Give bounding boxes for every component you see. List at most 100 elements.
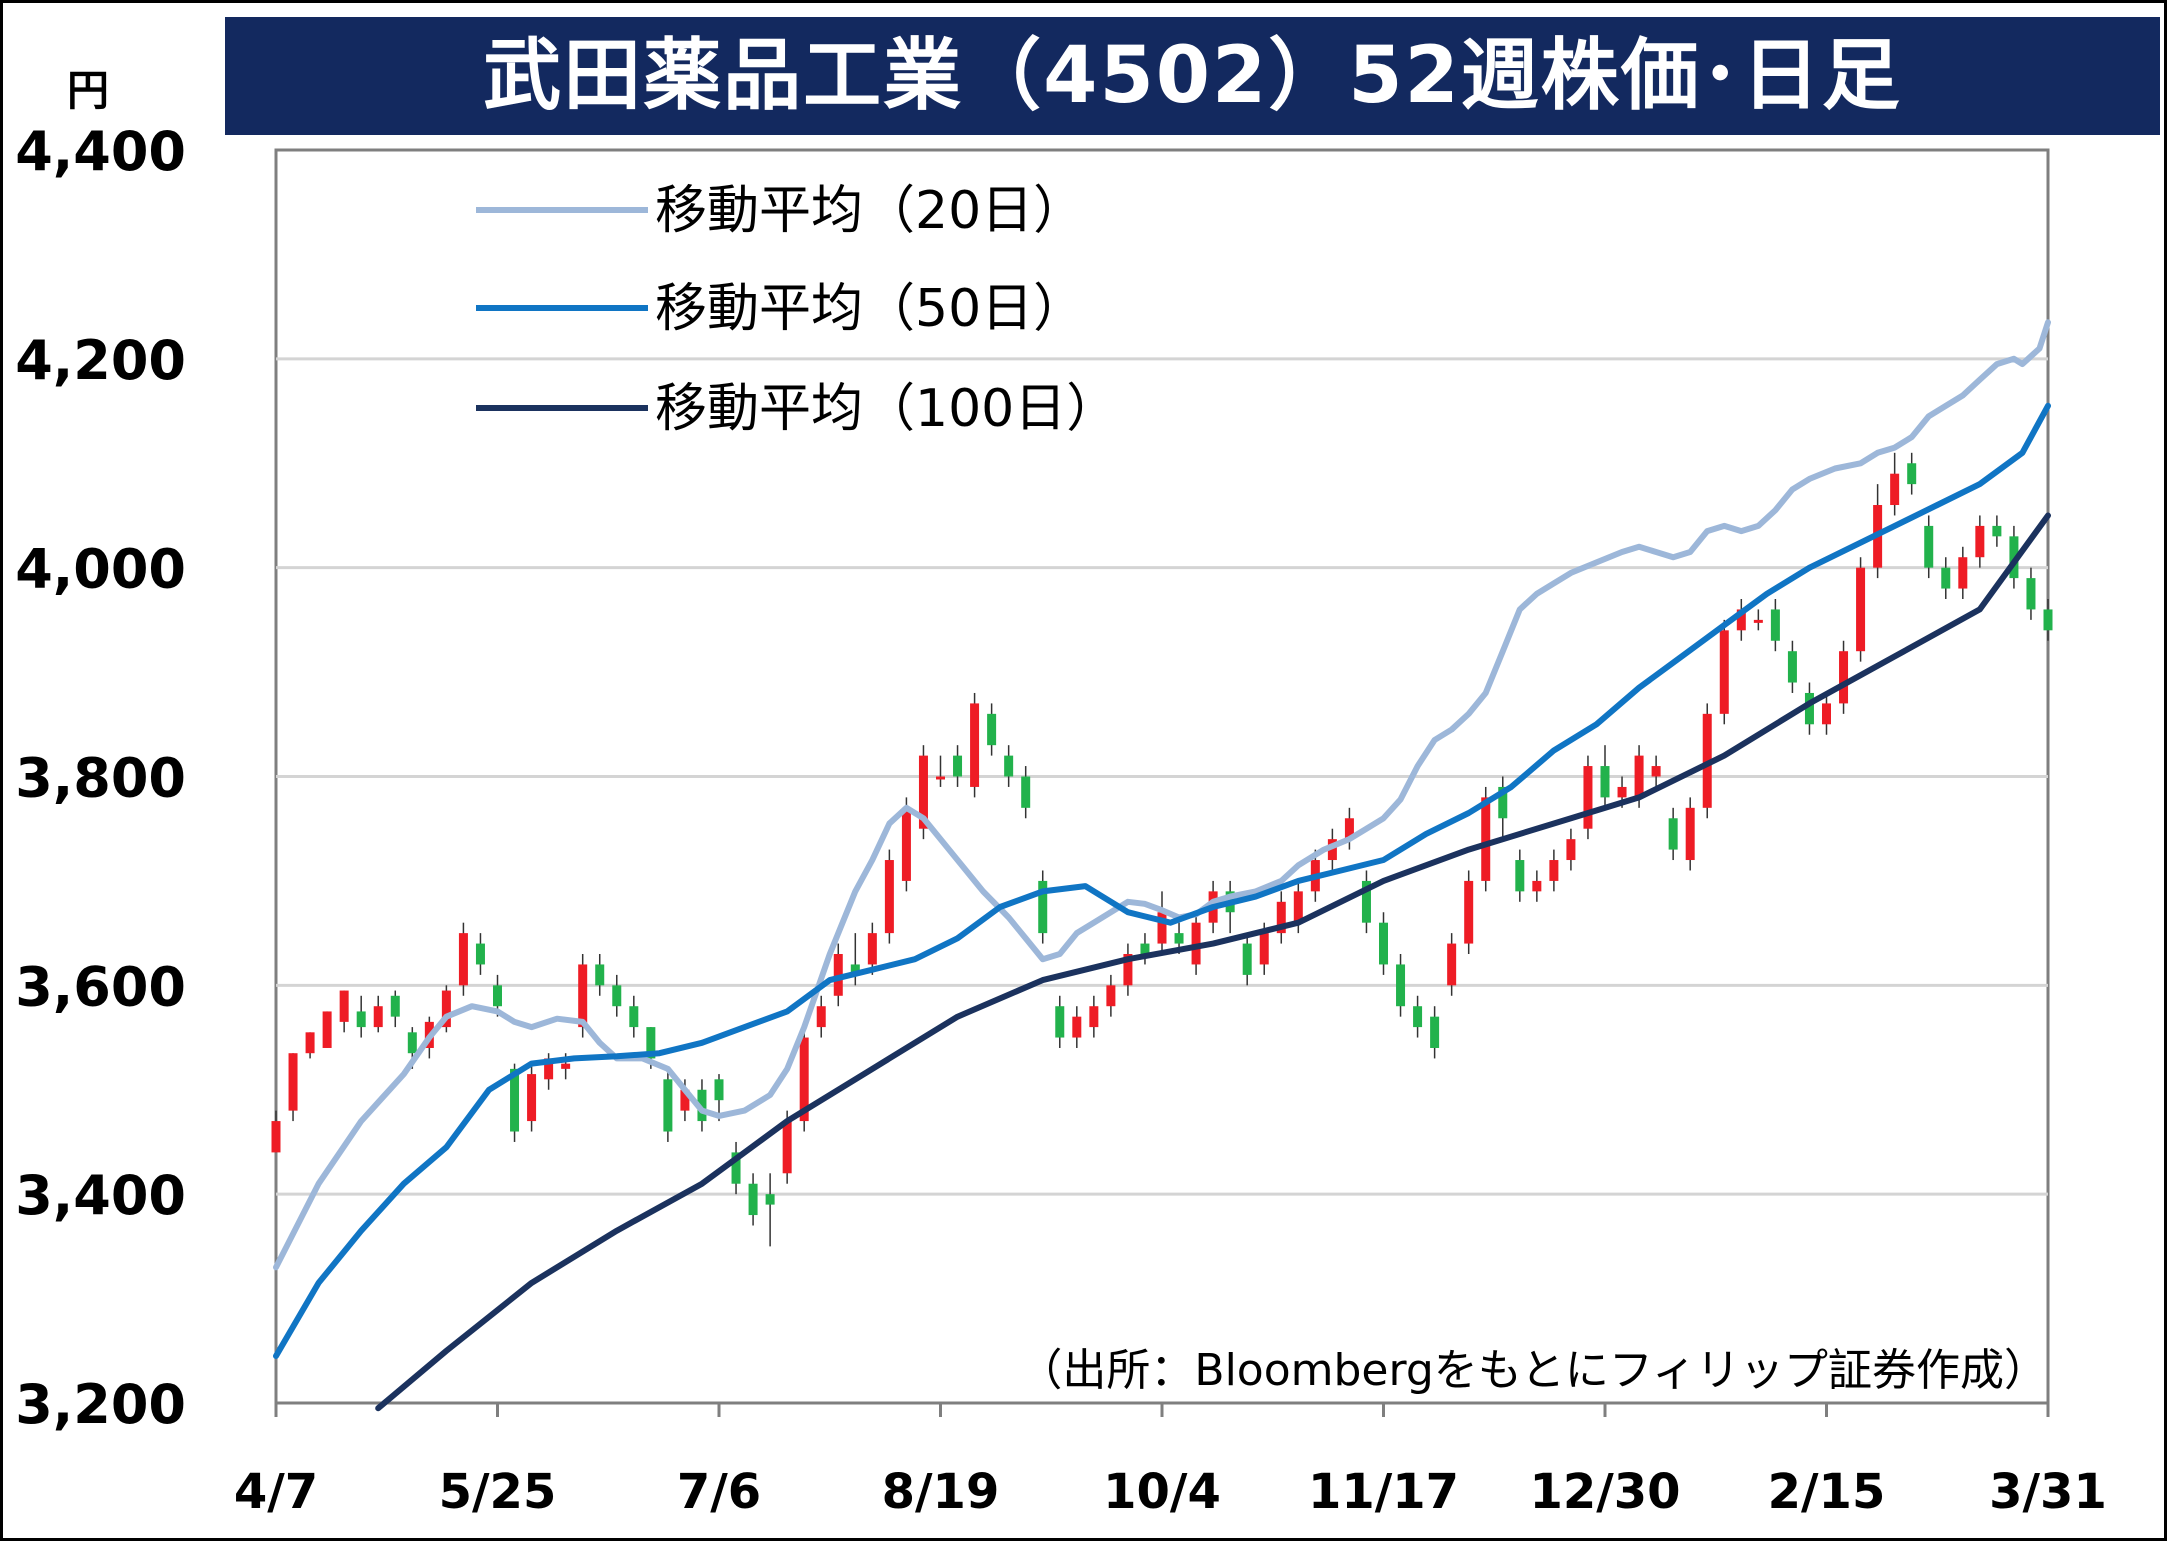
candle-body: [2026, 578, 2036, 610]
candle-body: [612, 985, 622, 1007]
candle-body: [663, 1079, 673, 1132]
candle-body: [1549, 860, 1559, 881]
candle-body: [1072, 1016, 1082, 1038]
candle-body: [816, 1006, 826, 1028]
candle-body: [1327, 839, 1337, 861]
moving-average-lines: [273, 319, 2051, 1412]
candle-body: [1736, 609, 1746, 631]
x-tick-label-4: 10/4: [1103, 1464, 1221, 1520]
candle-body: [1924, 525, 1934, 568]
candle-body: [884, 860, 894, 934]
x-tick-label-3: 8/19: [882, 1464, 1000, 1520]
candle-body: [1276, 901, 1286, 934]
candle-body: [1890, 473, 1900, 506]
candle-body: [373, 1006, 383, 1028]
candle-body: [1515, 860, 1525, 892]
y-tick-label-4400: 4,400: [15, 120, 186, 183]
candle-body: [901, 807, 911, 881]
candle-body: [578, 964, 588, 1028]
candle-body: [1770, 609, 1780, 641]
candle-body: [1413, 1006, 1423, 1028]
candle-body: [305, 1032, 315, 1054]
candle-body: [953, 755, 963, 777]
candle-body: [1140, 943, 1150, 955]
candle-body: [1975, 525, 1985, 558]
candle-body: [1021, 776, 1031, 808]
chart-title-bar: 武田薬品工業（4502）52週株価･日足: [225, 17, 2160, 135]
candle-body: [1651, 766, 1661, 777]
candle-body: [527, 1074, 537, 1122]
candle-body: [390, 995, 400, 1017]
legend-label-ma50: 移動平均（50日）: [655, 279, 1085, 339]
chart-title: 武田薬品工業（4502）52週株価･日足: [483, 31, 1902, 121]
candle-body: [1856, 567, 1866, 652]
candlesticks: [271, 452, 2053, 1247]
candle-body: [646, 1027, 656, 1059]
candle-body: [782, 1121, 792, 1174]
x-tick-label-6: 12/30: [1529, 1464, 1680, 1520]
candle-body: [1941, 567, 1951, 589]
candle-body: [1992, 525, 2002, 537]
candle-body: [918, 755, 928, 829]
candle-body: [1685, 807, 1695, 861]
stock-chart: 3,200 3,400 3,600 3,800 4,000 4,200 4,400 4/7 5…: [15, 120, 2107, 1520]
y-axis-unit: 円: [67, 66, 110, 115]
candle-body: [475, 943, 485, 965]
candle-body: [697, 1089, 707, 1122]
candle-body: [1719, 630, 1729, 714]
candle-body: [271, 1121, 281, 1153]
candle-body: [1430, 1016, 1440, 1048]
ma100-line: [375, 512, 2051, 1412]
candle-body: [1481, 797, 1491, 881]
candle-body: [680, 1089, 690, 1111]
ma50-line: [273, 402, 2051, 1359]
candle-body: [936, 776, 945, 780]
candle-body: [1157, 912, 1167, 944]
y-tick-label-3400: 3,400: [15, 1164, 186, 1227]
y-tick-labels: 3,200 3,400 3,600 3,800 4,000 4,200 4,400: [15, 120, 186, 1436]
candle-body: [1753, 619, 1763, 623]
candle-body: [1361, 880, 1371, 923]
candle-body: [1464, 880, 1474, 944]
x-tick-labels: 4/7 5/25 7/6 8/19 10/4 11/17 12/30 2/15 3/31: [234, 1403, 2107, 1520]
candle-body: [1106, 985, 1116, 1007]
candle-body: [1600, 766, 1610, 798]
candle-body: [1344, 818, 1354, 840]
candle-body: [970, 703, 980, 787]
ma20-line: [273, 319, 2051, 1271]
candle-body: [561, 1063, 571, 1069]
candle-body: [322, 1011, 332, 1048]
y-tick-label-3800: 3,800: [15, 747, 186, 810]
y-tick-label-3200: 3,200: [15, 1373, 186, 1436]
x-tick-label-0: 4/7: [234, 1464, 318, 1520]
candle-body: [1634, 755, 1644, 798]
candle-body: [510, 1068, 520, 1132]
candle-body: [407, 1032, 417, 1054]
candle-body: [1617, 786, 1627, 798]
legend-label-ma100: 移動平均（100日）: [655, 379, 1118, 439]
x-tick-label-5: 11/17: [1308, 1464, 1459, 1520]
candle-body: [1242, 943, 1252, 975]
candle-body: [2043, 609, 2053, 631]
candle-body: [1583, 766, 1593, 829]
candle-body: [1055, 1006, 1065, 1038]
candle-body: [458, 933, 468, 986]
candle-body: [1498, 786, 1508, 819]
candle-body: [1191, 922, 1201, 965]
source-note: （出所：Bloombergをもとにフィリップ証券作成）: [1018, 1345, 2048, 1396]
candle-body: [1174, 933, 1184, 944]
candle-body: [987, 713, 997, 746]
candle-body: [493, 985, 502, 1007]
y-tick-label-4000: 4,000: [15, 538, 186, 601]
candle-body: [748, 1183, 758, 1216]
candle-body: [356, 1011, 366, 1028]
candle-body: [1259, 933, 1269, 965]
candle-body: [1566, 839, 1576, 861]
candle-body: [850, 964, 860, 975]
grid-lines: [274, 148, 2050, 1405]
x-tick-label-1: 5/25: [439, 1464, 557, 1520]
y-tick-label-4200: 4,200: [15, 329, 186, 392]
candle-body: [731, 1152, 741, 1184]
candle-body: [833, 954, 843, 996]
